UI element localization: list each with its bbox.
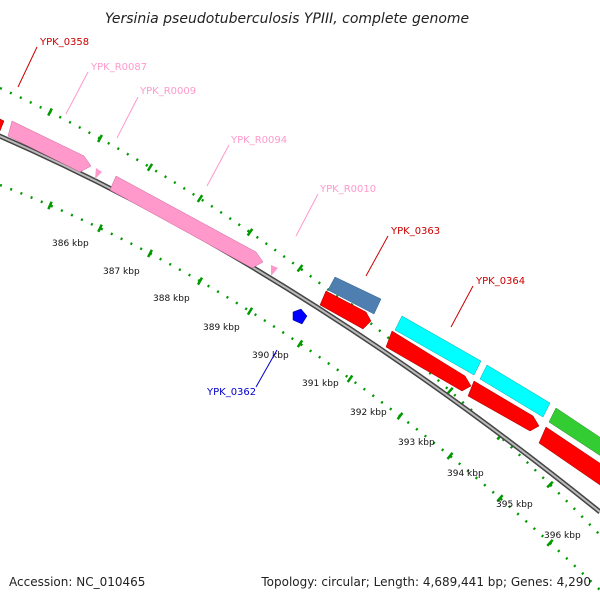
gene-label-ypk-r0094[interactable]: YPK_R0094 — [230, 135, 287, 146]
leader-ypk-0364 — [450, 285, 474, 328]
gene-green-block[interactable] — [548, 407, 600, 462]
leader-ypk-r0009 — [116, 96, 139, 139]
gene-ypk-0358-block[interactable] — [0, 117, 5, 132]
major-tick — [47, 107, 53, 117]
genome-title: Yersinia pseudotuberculosis YPIII, compl… — [105, 11, 469, 27]
tick-label: 386 kbp — [52, 239, 89, 249]
tick-label: 394 kbp — [447, 469, 484, 479]
major-tick — [346, 374, 354, 383]
rrna-ypk-r0094-block[interactable] — [109, 175, 264, 269]
major-tick — [546, 480, 554, 489]
backbone-highlight — [0, 135, 600, 513]
rrna-ypk-r0087-block[interactable] — [7, 120, 92, 173]
leader-ypk-r0094 — [206, 144, 230, 187]
gene-label-ypk-0362[interactable]: YPK_0362 — [206, 387, 256, 398]
leader-ypk-r0010 — [295, 193, 319, 237]
major-tick — [296, 264, 304, 273]
major-tick — [546, 539, 554, 547]
major-tick — [146, 163, 154, 172]
leader-ypk-0363 — [365, 235, 389, 277]
major-tick — [196, 194, 204, 203]
gene-leader-lines — [17, 46, 474, 388]
tick-label: 395 kbp — [496, 500, 533, 510]
major-tick — [97, 134, 103, 143]
features-plus-strand — [0, 117, 600, 486]
major-tick — [47, 201, 53, 210]
gene-label-ypk-0363[interactable]: YPK_0363 — [390, 226, 440, 237]
rrna-ypk-r0010-block[interactable] — [271, 265, 278, 276]
gene-red-block-3[interactable] — [538, 426, 600, 486]
gene-label-ypk-0364[interactable]: YPK_0364 — [475, 276, 525, 287]
accession-text: Accession: NC_010465 — [9, 575, 145, 589]
gene-red-block-2[interactable] — [467, 380, 540, 432]
tick-label: 393 kbp — [398, 438, 435, 448]
features-minus-strand — [292, 308, 308, 325]
leader-ypk-0362 — [255, 349, 278, 388]
gene-cyan-block-2[interactable] — [479, 364, 551, 418]
major-tick — [146, 249, 154, 258]
gene-label-ypk-r0009[interactable]: YPK_R0009 — [139, 86, 196, 97]
tick-label: 389 kbp — [203, 323, 240, 333]
major-tick — [246, 307, 254, 316]
tick-label: 391 kbp — [302, 379, 339, 389]
inner-major-ticks — [47, 201, 554, 547]
rrna-ypk-r0009-block[interactable] — [95, 168, 102, 179]
major-tick — [496, 494, 504, 503]
gene-ypk-0363-block[interactable] — [319, 290, 372, 330]
leader-ypk-0358 — [17, 46, 38, 88]
gene-labels: YPK_0358 YPK_R0087 YPK_R0009 YPK_R0094 Y… — [39, 37, 525, 398]
tick-label: 390 kbp — [252, 351, 289, 361]
tick-label: 396 kbp — [544, 531, 581, 541]
major-tick — [296, 339, 304, 348]
backbone — [0, 133, 600, 514]
tick-label: 387 kbp — [103, 267, 140, 277]
major-tick — [97, 224, 103, 233]
major-tick — [396, 412, 404, 421]
genome-summary-text: Topology: circular; Length: 4,689,441 bp… — [260, 575, 591, 589]
gene-ypk-0364-block[interactable] — [385, 330, 472, 392]
inner-tick-ring — [0, 183, 600, 591]
major-tick — [196, 276, 204, 286]
gene-ypk-0362-block[interactable] — [292, 308, 308, 325]
major-tick — [446, 452, 454, 460]
gene-steel-block[interactable] — [327, 276, 382, 315]
gene-label-ypk-r0087[interactable]: YPK_R0087 — [90, 62, 147, 73]
gene-cyan-block-1[interactable] — [394, 315, 482, 376]
tick-label: 392 kbp — [350, 408, 387, 418]
tick-labels: 386 kbp 387 kbp 388 kbp 389 kbp 390 kbp … — [52, 239, 581, 541]
major-tick — [246, 228, 254, 237]
tick-label: 388 kbp — [153, 294, 190, 304]
major-tick — [446, 386, 454, 395]
leader-ypk-r0087 — [65, 71, 89, 115]
gene-label-ypk-r0010[interactable]: YPK_R0010 — [319, 184, 376, 195]
gene-label-ypk-0358[interactable]: YPK_0358 — [39, 37, 89, 48]
